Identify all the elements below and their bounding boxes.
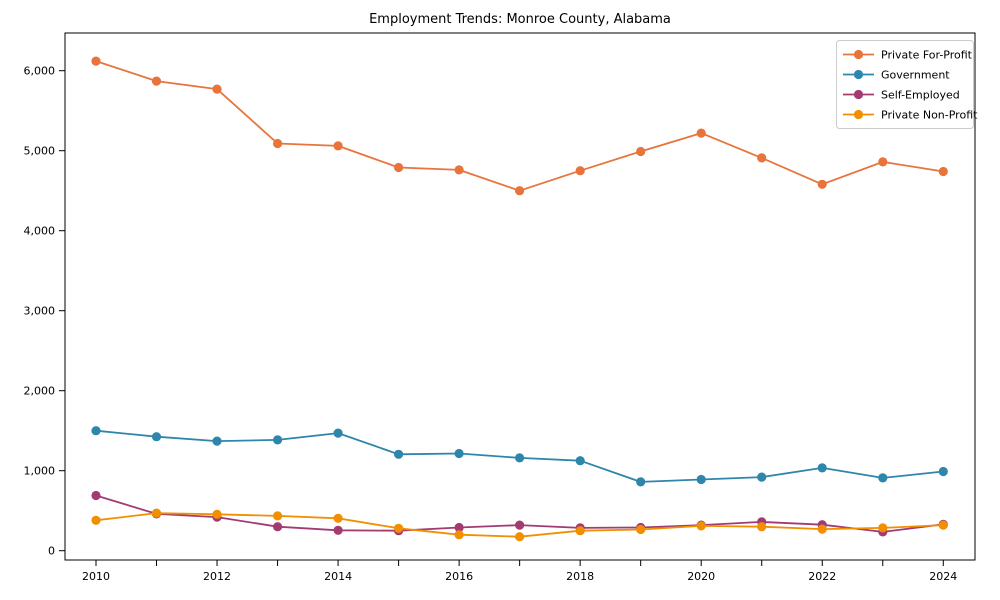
data-point — [454, 448, 464, 459]
y-tick-label: 5,000 — [24, 145, 56, 158]
data-point — [151, 508, 162, 518]
data-point — [91, 426, 101, 436]
data-point — [91, 56, 101, 66]
data-point — [212, 84, 222, 94]
data-point — [878, 473, 888, 483]
legend-label: Private For-Profit — [881, 49, 973, 62]
data-point — [212, 436, 222, 446]
x-tick-label: 2010 — [82, 570, 110, 583]
y-tick-label: 0 — [48, 545, 55, 558]
data-point — [636, 477, 646, 487]
data-point — [91, 515, 101, 525]
data-point — [515, 532, 525, 542]
x-tick-label: 2018 — [566, 570, 594, 583]
data-point — [394, 523, 404, 533]
data-point — [878, 157, 888, 167]
data-point — [333, 525, 343, 535]
data-point — [515, 453, 525, 463]
data-point — [636, 524, 646, 535]
data-point — [212, 509, 222, 519]
data-point — [938, 166, 948, 177]
data-point — [273, 435, 283, 445]
y-tick-label: 6,000 — [24, 65, 56, 78]
data-point — [938, 466, 948, 477]
series-government — [91, 426, 948, 487]
series-private-non-profit — [91, 508, 948, 542]
x-tick-label: 2020 — [687, 570, 715, 583]
data-point — [273, 522, 283, 532]
data-point — [151, 432, 162, 442]
data-point — [151, 76, 162, 86]
data-point — [575, 456, 585, 466]
data-point — [91, 490, 101, 501]
data-point — [757, 522, 767, 532]
x-tick-label: 2012 — [203, 570, 231, 583]
data-point — [878, 523, 888, 533]
data-point — [575, 526, 585, 536]
data-point — [696, 128, 706, 138]
data-point — [515, 186, 525, 196]
series-line — [95, 60, 944, 192]
x-tick-label: 2014 — [324, 570, 352, 583]
y-tick-label: 3,000 — [24, 305, 56, 318]
legend-box — [836, 40, 974, 129]
legend-item: Self-Employed — [843, 89, 960, 102]
legend: Private For-Profit Government Self-Employe… — [836, 40, 978, 129]
data-point — [273, 511, 283, 521]
legend-item: Government — [843, 69, 950, 82]
x-tick-label: 2022 — [808, 570, 836, 583]
legend-item: Private For-Profit — [843, 49, 973, 62]
data-point — [333, 513, 343, 523]
x-axis: 2010 2012 2014 2016 2018 2020 2022 2024 — [82, 560, 957, 583]
data-point — [817, 463, 827, 473]
data-point — [938, 520, 948, 530]
x-tick-label: 2024 — [929, 570, 957, 583]
data-point — [575, 166, 585, 176]
y-tick-label: 1,000 — [24, 465, 56, 478]
legend-marker-dot — [853, 109, 864, 120]
data-point — [817, 524, 827, 534]
data-point — [636, 146, 646, 157]
data-point — [454, 522, 464, 533]
chart-title: Employment Trends: Monroe County, Alabam… — [369, 12, 671, 27]
data-point — [817, 179, 827, 189]
data-point — [757, 153, 767, 163]
legend-marker-dot — [853, 89, 864, 100]
data-point — [515, 520, 525, 530]
legend-marker-dot — [853, 49, 864, 60]
legend-item: Private Non-Profit — [843, 109, 978, 122]
y-axis: 0 1,000 2,000 3,000 4,000 5,000 6,000 — [24, 65, 65, 558]
legend-label: Private Non-Profit — [881, 109, 978, 122]
data-point — [454, 530, 464, 540]
y-tick-label: 4,000 — [24, 225, 56, 238]
data-point — [394, 162, 404, 173]
series-private-for-profit — [91, 56, 948, 196]
legend-marker-dot — [853, 69, 864, 80]
x-tick-label: 2016 — [445, 570, 473, 583]
data-point — [333, 141, 343, 151]
data-point — [696, 521, 706, 531]
y-tick-label: 2,000 — [24, 385, 56, 398]
data-point — [333, 428, 343, 438]
data-point — [454, 165, 464, 175]
data-point — [394, 449, 404, 459]
legend-label: Government — [881, 69, 950, 82]
legend-label: Self-Employed — [881, 89, 960, 102]
data-point — [273, 138, 283, 149]
data-point — [696, 474, 706, 485]
data-point — [757, 472, 767, 482]
